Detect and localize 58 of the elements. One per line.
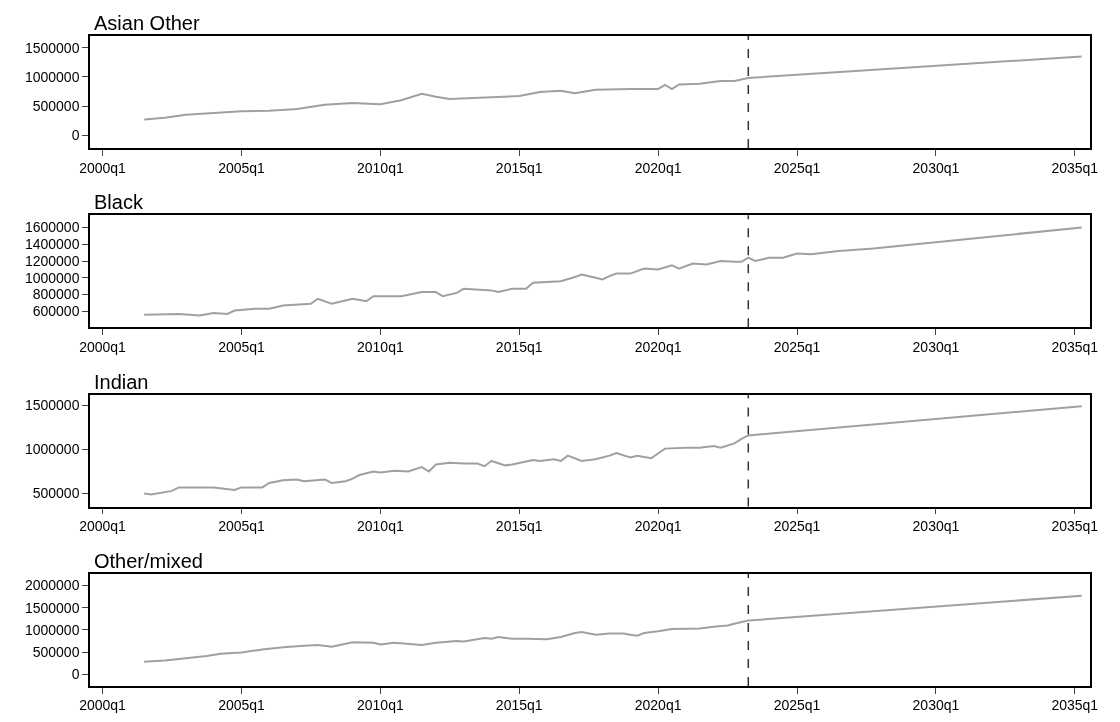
- x-tick-label: 2010q1: [357, 338, 404, 355]
- x-tick-label: 2000q1: [79, 338, 127, 355]
- x-tick-label: 2000q1: [79, 159, 127, 176]
- y-tick-label: 600000: [32, 303, 80, 320]
- x-tick-label: 2025q1: [773, 518, 821, 535]
- chart-title: Indian: [94, 371, 149, 393]
- x-tick-label: 2025q1: [773, 697, 821, 714]
- x-tick-label: 2035q1: [1051, 159, 1099, 176]
- y-tick-label: 1200000: [24, 252, 80, 269]
- y-tick-label: 1500000: [24, 397, 80, 414]
- chart-title: Other/mixed: [94, 550, 203, 572]
- x-tick-label: 2030q1: [912, 697, 960, 714]
- y-tick-label: 1000000: [24, 621, 80, 638]
- x-tick-label: 2010q1: [357, 518, 404, 535]
- y-tick-label: 800000: [32, 286, 80, 303]
- line-series: [143, 226, 1083, 317]
- y-tick-label: 1000000: [24, 269, 80, 286]
- x-tick-label: 2005q1: [218, 338, 266, 355]
- y-tick-label: 500000: [32, 643, 80, 660]
- x-tick-label: 2020q1: [634, 338, 682, 355]
- x-tick-label: 2030q1: [912, 159, 960, 176]
- y-tick-label: 1400000: [24, 236, 80, 253]
- y-tick-label: 0: [71, 666, 80, 683]
- y-tick-label: 500000: [32, 485, 80, 502]
- x-tick-label: 2010q1: [357, 159, 404, 176]
- y-tick-label: 1000000: [24, 68, 80, 85]
- y-tick-label: 1600000: [24, 219, 80, 236]
- x-tick-label: 2000q1: [79, 697, 127, 714]
- y-tick-label: 1500000: [24, 39, 80, 56]
- line-series: [143, 55, 1083, 121]
- x-tick-label: 2005q1: [218, 159, 266, 176]
- x-tick-label: 2000q1: [79, 518, 127, 535]
- x-tick-label: 2015q1: [495, 338, 543, 355]
- x-tick-label: 2025q1: [773, 338, 821, 355]
- y-tick-label: 1000000: [24, 441, 80, 458]
- x-tick-label: 2015q1: [495, 697, 543, 714]
- x-tick-label: 2005q1: [218, 697, 266, 714]
- x-tick-label: 2030q1: [912, 338, 960, 355]
- chart-title: Black: [94, 191, 144, 213]
- chart-title: Asian Other: [94, 12, 200, 34]
- x-tick-label: 2020q1: [634, 518, 682, 535]
- line-series: [143, 405, 1083, 496]
- x-tick-label: 2015q1: [495, 159, 543, 176]
- x-tick-label: 2035q1: [1051, 338, 1099, 355]
- x-tick-label: 2005q1: [218, 518, 266, 535]
- x-tick-label: 2020q1: [634, 159, 682, 176]
- y-tick-label: 0: [71, 127, 80, 144]
- x-tick-label: 2025q1: [773, 159, 821, 176]
- line-series: [143, 594, 1083, 663]
- y-tick-label: 500000: [32, 97, 80, 114]
- x-tick-label: 2015q1: [495, 518, 543, 535]
- y-tick-label: 2000000: [24, 577, 80, 594]
- x-tick-label: 2030q1: [912, 518, 960, 535]
- x-tick-label: 2020q1: [634, 697, 682, 714]
- x-tick-label: 2010q1: [357, 697, 404, 714]
- y-tick-label: 1500000: [24, 599, 80, 616]
- x-tick-label: 2035q1: [1051, 518, 1099, 535]
- x-tick-label: 2035q1: [1051, 697, 1099, 714]
